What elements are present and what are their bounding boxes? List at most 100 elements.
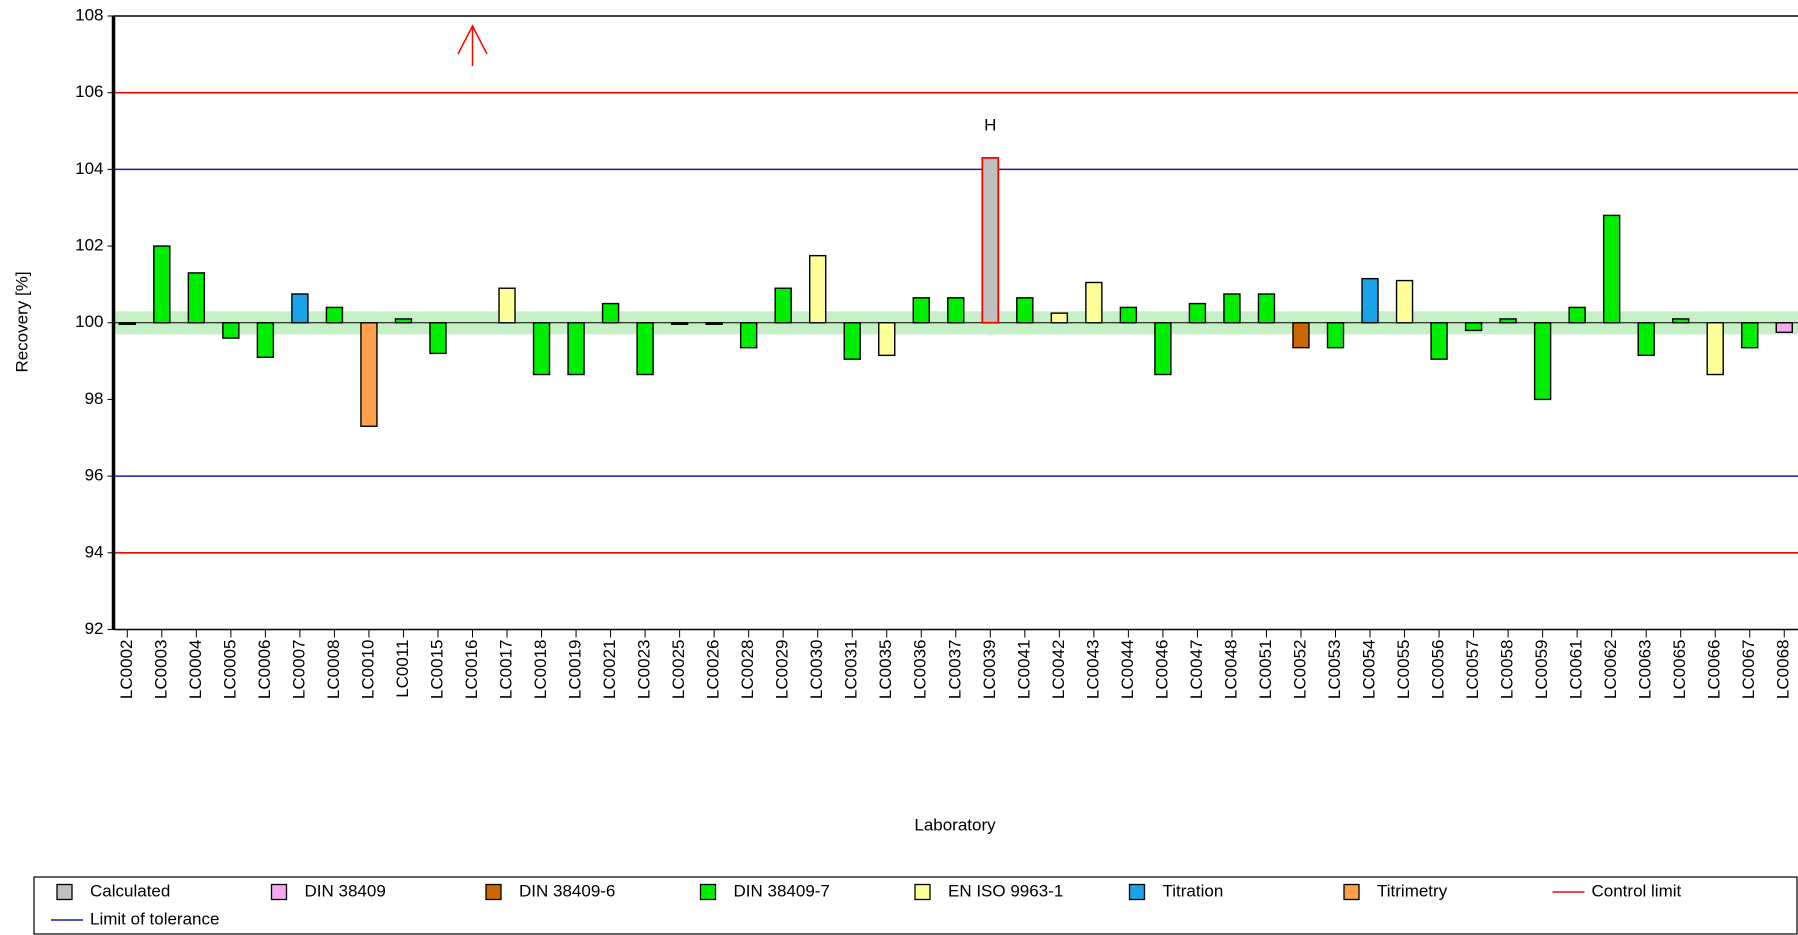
x-tick-label: LC0063 (1636, 640, 1655, 700)
bar (153, 245, 171, 324)
bar (981, 156, 1000, 324)
bar (843, 322, 861, 360)
x-tick-label: LC0055 (1394, 640, 1413, 700)
bar (1119, 306, 1138, 324)
x-tick-label: LC0021 (600, 640, 619, 700)
x-tick-label: LC0008 (324, 640, 343, 700)
bar (1464, 322, 1483, 332)
bar (532, 322, 551, 376)
x-tick-label: LC0035 (876, 640, 895, 700)
x-tick-label: LC0016 (462, 640, 481, 700)
legend-label: Titrimetry (1377, 881, 1448, 900)
y-axis-label: Recovery [%] (12, 271, 31, 372)
legend-label: EN ISO 9963-1 (948, 881, 1063, 900)
legend-label: Control limit (1592, 881, 1682, 900)
bar (1395, 279, 1414, 324)
x-tick-label: LC0053 (1325, 640, 1344, 700)
bar (1016, 297, 1034, 324)
x-axis-label: Laboratory (914, 815, 996, 834)
x-tick-label: LC0037 (945, 640, 964, 700)
y-tick-label: 102 (75, 236, 103, 255)
x-tick-label: LC0025 (669, 640, 688, 700)
x-tick-label: LC0059 (1532, 640, 1551, 700)
x-tick-label: LC0043 (1083, 640, 1102, 700)
y-tick-label: 98 (85, 389, 104, 408)
bar (429, 322, 447, 355)
x-tick-label: LC0046 (1152, 640, 1171, 700)
x-tick-label: LC0017 (497, 640, 516, 700)
x-tick-label: LC0042 (1049, 640, 1068, 700)
bar (1188, 302, 1207, 324)
legend-label: DIN 38409-7 (734, 881, 830, 900)
x-tick-label: LC0006 (255, 640, 274, 700)
x-tick-label: LC0031 (842, 640, 861, 700)
bar (1637, 322, 1655, 357)
x-tick-label: LC0003 (151, 640, 170, 700)
bar (947, 297, 965, 324)
x-tick-label: LC0007 (289, 640, 308, 700)
x-tick-label: LC0052 (1290, 640, 1309, 700)
x-tick-label: LC0047 (1187, 640, 1206, 700)
bar (360, 322, 378, 427)
bar (774, 287, 792, 324)
bar (705, 322, 723, 325)
bar (325, 306, 344, 324)
x-tick-label: LC0051 (1256, 640, 1275, 700)
x-tick-label: LC0056 (1429, 640, 1448, 700)
bar (222, 322, 240, 339)
bar (670, 322, 689, 325)
bar (878, 322, 896, 357)
x-tick-label: LC0067 (1739, 640, 1758, 700)
bar (256, 322, 275, 358)
bar (1499, 318, 1517, 324)
legend-swatch (270, 883, 288, 901)
y-tick-label: 94 (85, 542, 104, 561)
bar (1430, 322, 1448, 360)
legend-swatch (1343, 883, 1360, 901)
x-tick-label: LC0048 (1221, 640, 1240, 700)
legend-swatch (1128, 883, 1146, 901)
x-tick-label: LC0057 (1463, 640, 1482, 700)
legend-label: Calculated (90, 881, 170, 900)
y-tick-label: 100 (75, 312, 103, 331)
x-tick-label: LC0026 (704, 640, 723, 700)
x-tick-label: LC0062 (1601, 640, 1620, 700)
x-tick-label: LC0066 (1705, 640, 1724, 700)
x-tick-label: LC0058 (1498, 640, 1517, 700)
bar (498, 287, 516, 324)
x-tick-label: LC0028 (738, 640, 757, 700)
x-tick-label: LC0054 (1360, 640, 1379, 700)
x-tick-label: LC0010 (358, 640, 377, 700)
legend-label: DIN 38409 (305, 881, 386, 900)
y-tick-label: 108 (75, 5, 103, 24)
x-tick-label: LC0065 (1670, 640, 1689, 700)
bar (912, 297, 930, 324)
bar (1257, 293, 1276, 324)
bar (1533, 322, 1552, 401)
legend-label: Limit of tolerance (90, 909, 219, 928)
y-tick-label: 104 (75, 159, 103, 178)
bar (739, 322, 758, 349)
bar (1775, 322, 1793, 334)
legend-label: DIN 38409-6 (519, 881, 615, 900)
x-tick-label: LC0041 (1014, 640, 1033, 700)
x-tick-label: LC0044 (1118, 640, 1137, 700)
legend-swatch (56, 883, 73, 901)
bar (1292, 322, 1310, 349)
x-tick-label: LC0039 (980, 640, 999, 700)
y-tick-label: 96 (85, 466, 104, 485)
bar (291, 293, 309, 324)
bar (1050, 312, 1069, 324)
legend-label: Titration (1163, 881, 1224, 900)
x-tick-label: LC0023 (635, 640, 654, 700)
bar (1706, 322, 1724, 376)
bar (118, 322, 137, 325)
x-tick-label: LC0029 (773, 640, 792, 700)
x-tick-label: LC0019 (566, 640, 585, 700)
bar (1741, 322, 1759, 349)
bar (1223, 293, 1241, 324)
x-tick-label: LC0061 (1567, 640, 1586, 700)
bar (601, 302, 620, 324)
bar (567, 322, 585, 376)
